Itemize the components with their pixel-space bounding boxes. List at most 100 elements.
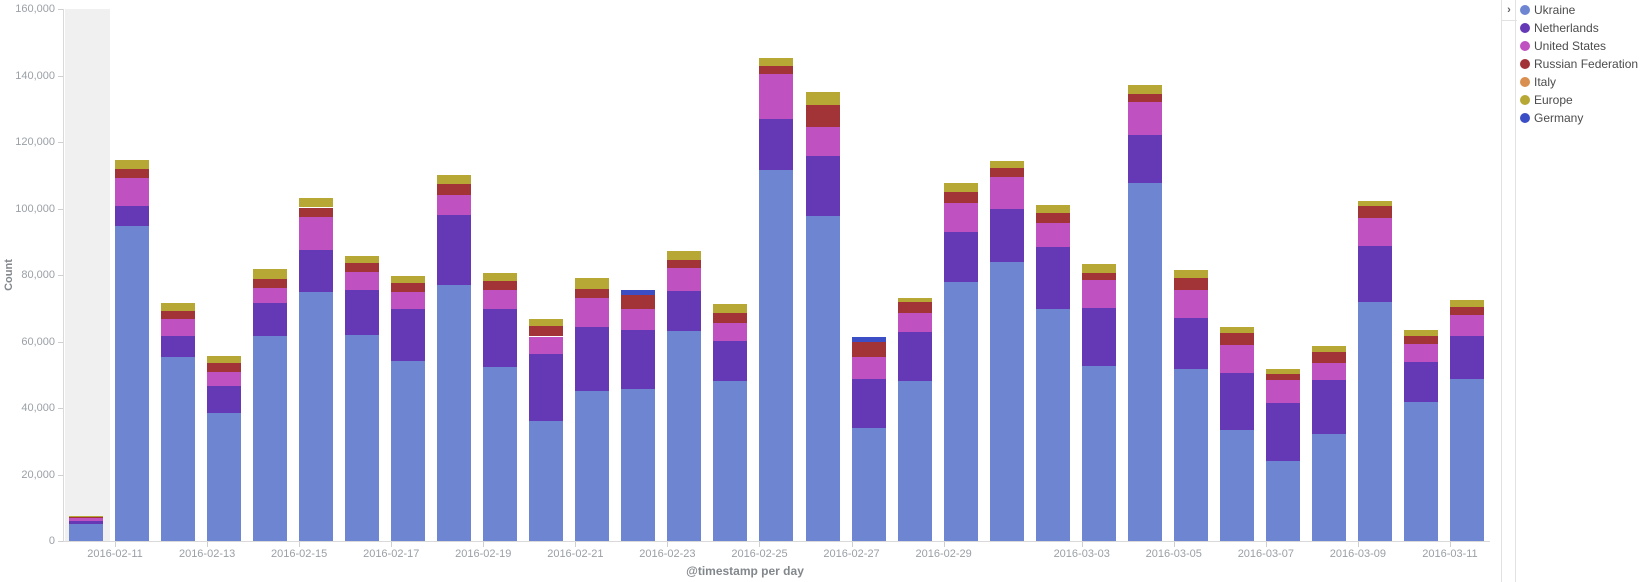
bar-segment[interactable] — [161, 357, 196, 541]
bar-segment[interactable] — [667, 259, 702, 269]
bar-segment[interactable] — [1265, 368, 1300, 374]
bar-segment[interactable] — [161, 319, 196, 337]
bar-segment[interactable] — [161, 302, 196, 311]
bar-segment[interactable] — [483, 289, 518, 310]
bar-segment[interactable] — [943, 231, 978, 283]
bar-segment[interactable] — [621, 308, 656, 330]
bar-segment[interactable] — [207, 386, 242, 413]
bar-segment[interactable] — [713, 322, 748, 341]
bar-segment[interactable] — [1127, 183, 1162, 541]
bar-segment[interactable] — [805, 104, 840, 127]
bar-segment[interactable] — [529, 325, 564, 337]
bar-segment[interactable] — [1173, 368, 1208, 541]
bar-segment[interactable] — [1403, 336, 1438, 344]
bar-segment[interactable] — [1127, 94, 1162, 102]
bar-segment[interactable] — [299, 292, 334, 541]
bar-segment[interactable] — [207, 363, 242, 373]
bar-segment[interactable] — [437, 215, 472, 285]
bar-segment[interactable] — [1265, 403, 1300, 461]
bar-segment[interactable] — [391, 361, 426, 541]
bar-segment[interactable] — [1035, 223, 1070, 248]
bar-segment[interactable] — [1357, 205, 1392, 218]
bar-segment[interactable] — [115, 159, 150, 169]
bar-segment[interactable] — [1311, 380, 1346, 435]
bar-segment[interactable] — [989, 160, 1024, 169]
bar-segment[interactable] — [1311, 352, 1346, 363]
legend-item[interactable]: Germany — [1520, 109, 1638, 127]
bar-segment[interactable] — [1219, 345, 1254, 374]
bar-segment[interactable] — [1265, 373, 1300, 380]
bar-segment[interactable] — [989, 168, 1024, 177]
bar-segment[interactable] — [621, 295, 656, 309]
bar-segment[interactable] — [345, 256, 380, 263]
bar-segment[interactable] — [897, 302, 932, 314]
bar-segment[interactable] — [713, 304, 748, 313]
bar-segment[interactable] — [713, 340, 748, 382]
bar-segment[interactable] — [1311, 362, 1346, 381]
bar-segment[interactable] — [1357, 301, 1392, 541]
bar-segment[interactable] — [299, 250, 334, 293]
bar-segment[interactable] — [943, 203, 978, 232]
bar-segment[interactable] — [69, 520, 103, 524]
legend-item[interactable]: Italy — [1520, 73, 1638, 91]
bar-segment[interactable] — [1081, 273, 1116, 280]
bar-segment[interactable] — [161, 310, 196, 320]
bar-segment[interactable] — [1357, 246, 1392, 302]
bar-segment[interactable] — [621, 329, 656, 389]
bar-segment[interactable] — [989, 209, 1024, 262]
bar-segment[interactable] — [1127, 84, 1162, 95]
bar-segment[interactable] — [1173, 270, 1208, 278]
bar-segment[interactable] — [437, 184, 472, 195]
bar-segment[interactable] — [667, 268, 702, 291]
legend-item[interactable]: Netherlands — [1520, 19, 1638, 37]
bar-segment[interactable] — [299, 217, 334, 251]
bar-segment[interactable] — [575, 326, 610, 392]
bar-segment[interactable] — [299, 207, 334, 218]
bar-segment[interactable] — [115, 225, 150, 541]
legend-item[interactable]: Europe — [1520, 91, 1638, 109]
bar-segment[interactable] — [69, 515, 103, 517]
bar-segment[interactable] — [115, 168, 150, 178]
bar-segment[interactable] — [805, 91, 840, 105]
bar-segment[interactable] — [575, 391, 610, 541]
bar-segment[interactable] — [253, 335, 288, 541]
bar-segment[interactable] — [759, 169, 794, 541]
bar-segment[interactable] — [1357, 217, 1392, 247]
bar-segment[interactable] — [759, 74, 794, 120]
bar-segment[interactable] — [1219, 326, 1254, 333]
bar-segment[interactable] — [1403, 343, 1438, 363]
bar-segment[interactable] — [391, 282, 426, 293]
bar-segment[interactable] — [253, 278, 288, 288]
bar-segment[interactable] — [345, 272, 380, 291]
bar-segment[interactable] — [391, 309, 426, 362]
bar-segment[interactable] — [115, 177, 150, 206]
bar-segment[interactable] — [897, 331, 932, 381]
bar-segment[interactable] — [989, 176, 1024, 210]
bar-segment[interactable] — [1127, 135, 1162, 184]
bar-segment[interactable] — [1219, 332, 1254, 346]
bar-segment[interactable] — [1035, 309, 1070, 541]
bar-segment[interactable] — [943, 282, 978, 541]
bar-segment[interactable] — [805, 126, 840, 156]
bar-segment[interactable] — [1173, 277, 1208, 290]
bar-segment[interactable] — [1081, 307, 1116, 367]
bar-segment[interactable] — [1127, 101, 1162, 136]
bar-segment[interactable] — [69, 523, 103, 541]
bar-segment[interactable] — [621, 290, 656, 296]
bar-segment[interactable] — [1035, 212, 1070, 224]
bar-segment[interactable] — [1449, 335, 1484, 380]
bar-segment[interactable] — [1403, 402, 1438, 541]
bar-segment[interactable] — [713, 312, 748, 323]
bar-segment[interactable] — [1311, 346, 1346, 353]
bar-segment[interactable] — [575, 298, 610, 327]
bar-segment[interactable] — [1173, 289, 1208, 318]
bar-segment[interactable] — [1219, 430, 1254, 541]
bar-segment[interactable] — [1173, 317, 1208, 369]
bar-segment[interactable] — [345, 335, 380, 541]
bar-segment[interactable] — [345, 262, 380, 272]
bar-segment[interactable] — [713, 381, 748, 541]
bar-segment[interactable] — [253, 287, 288, 303]
bar-segment[interactable] — [529, 319, 564, 326]
bar-segment[interactable] — [529, 353, 564, 421]
bar-segment[interactable] — [575, 277, 610, 289]
